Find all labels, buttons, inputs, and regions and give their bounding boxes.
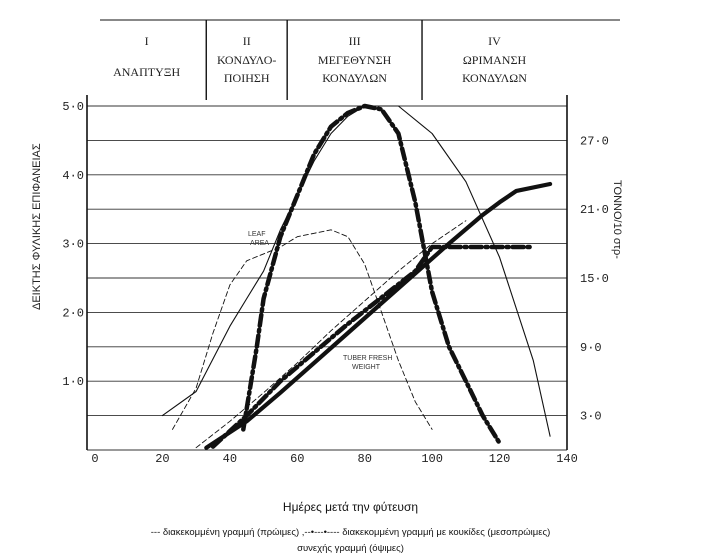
stage-2-label: ΚΟΝΔΥΛΟ- (217, 53, 276, 67)
potato-growth-chart: I ΑΝΑΠΤΥΞΗ II ΚΟΝΔΥΛΟ- ΠΟΙΗΣΗ III ΜΕΓΕΘΥΝΣΗ ΚΟΝ… (31, 19, 623, 466)
stage-4-label: ΩΡΙΜΑΝΣΗ (463, 53, 527, 67)
stage-1-number: I (145, 34, 149, 48)
y-tick-label: 1·0 (62, 375, 84, 389)
x-tick-label: 80 (358, 452, 372, 466)
legend-line-2: συνεχής γραμμή (όψιμες) (297, 543, 404, 554)
y-tick-label: 2·0 (62, 306, 84, 320)
leaf-area-label: LEAF (248, 231, 266, 238)
y2-tick-label: 27·0 (580, 134, 609, 148)
y2-tick-label: 15·0 (580, 272, 609, 286)
y2-tick-label: 21·0 (580, 203, 609, 217)
stage-3-number: III (349, 34, 361, 48)
series-dashed-tuber-weight (195, 220, 467, 449)
y-tick-label: 3·0 (62, 238, 84, 252)
y2-tick-label: 9·0 (580, 341, 602, 355)
x-tick-label: 60 (290, 452, 304, 466)
stage-2-label: ΠΟΙΗΣΗ (224, 71, 270, 85)
tuber-weight-label: TUBER FRESH (343, 355, 392, 362)
series-dashed-leaf-area (172, 229, 433, 430)
stage-4-number: IV (488, 34, 501, 48)
x-tick-label: 20 (155, 452, 169, 466)
x-tick-label: 140 (556, 452, 578, 466)
tuber-weight-label-2: WEIGHT (352, 364, 381, 371)
axis-ticks: 0 20 40 60 80 100 120 140 1·0 2·0 3·0 4·0 5·0 3·0 9·0 1… (62, 100, 608, 466)
growth-stage-header: I ΑΝΑΠΤΥΞΗ II ΚΟΝΔΥΛΟ- ΠΟΙΗΣΗ III ΜΕΓΕΘΥΝΣΗ ΚΟΝ… (100, 19, 620, 100)
chart-series (161, 103, 553, 450)
stage-2-number: II (243, 34, 251, 48)
x-axis-title: Ημέρες μετά την φύτευση (282, 500, 419, 514)
y-tick-label: 4·0 (62, 169, 84, 183)
stage-3-label: ΚΟΝΔΥΛΩΝ (322, 71, 387, 85)
y2-axis-title: ΤΟΝΝΟ/10 στρ- (611, 180, 623, 259)
legend-line-1: --- διακεκομμένη γραμμή (πρώιμες) ,--•--… (150, 527, 551, 538)
x-tick-label: 100 (421, 452, 443, 466)
y-tick-label: 5·0 (62, 100, 84, 114)
series-dash-dot-tuber-weight (210, 244, 536, 449)
stage-3-label: ΜΕΓΕΘΥΝΣΗ (318, 53, 392, 67)
y2-tick-label: 3·0 (580, 410, 602, 424)
stage-4-label: ΚΟΝΔΥΛΩΝ (462, 71, 527, 85)
stage-1-label: ΑΝΑΠΤΥΞΗ (113, 65, 180, 79)
x-tick-label: 120 (489, 452, 511, 466)
series-solid-tuber-weight (204, 181, 553, 450)
chart-grid (86, 95, 568, 451)
x-tick-label: 0 (91, 452, 98, 466)
leaf-area-label-2: AREA (250, 240, 269, 247)
series-solid-leaf-area (161, 105, 551, 437)
y-axis-title: ΔΕΙΚΤΗΣ ΦΥΛΙΚΗΣ ΕΠΙΦΑΝΕΙΑΣ (31, 143, 43, 310)
x-tick-label: 40 (223, 452, 237, 466)
